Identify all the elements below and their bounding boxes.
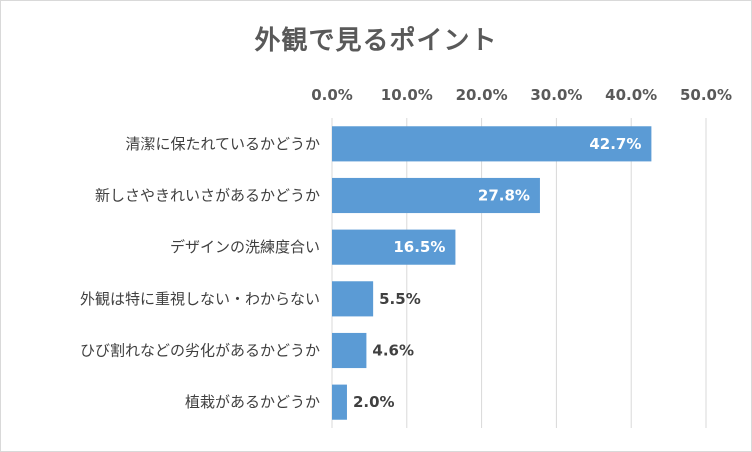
x-tick-label: 0.0% — [311, 86, 353, 104]
category-label: 植栽があるかどうか — [185, 393, 320, 411]
bar — [332, 229, 456, 265]
bar — [332, 177, 540, 214]
bar — [332, 332, 367, 369]
bars — [332, 126, 652, 420]
x-tick-label: 50.0% — [680, 86, 732, 104]
x-tick-label: 30.0% — [530, 86, 582, 104]
bar — [332, 126, 652, 162]
data-label: 5.5% — [379, 290, 421, 308]
category-label: 外観は特に重視しない・わからない — [80, 290, 320, 308]
data-label: 2.0% — [353, 393, 395, 411]
x-tick-label: 40.0% — [605, 86, 657, 104]
chart-title: 外観で見るポイント — [254, 26, 498, 56]
data-label: 42.7% — [589, 135, 641, 153]
x-tick-label: 10.0% — [381, 86, 433, 104]
x-tick-label: 20.0% — [456, 86, 508, 104]
data-label: 27.8% — [478, 187, 530, 205]
category-label: ひび割れなどの劣化があるかどうか — [80, 342, 320, 360]
gridlines — [331, 118, 707, 428]
data-label: 16.5% — [393, 238, 445, 256]
x-axis-tick-labels: 0.0% 10.0% 20.0% 30.0% 40.0% 50.0% — [311, 86, 732, 104]
bar — [332, 384, 347, 420]
data-labels: 42.7% 27.8% 16.5% 5.5% 4.6% 2.0% — [353, 135, 641, 411]
bar — [332, 281, 374, 317]
category-label: 清潔に保たれているかどうか — [125, 135, 320, 153]
data-label: 4.6% — [372, 342, 414, 360]
category-labels: 清潔に保たれているかどうか新しさやきれいさがあるかどうかデザインの洗練度合い外観… — [80, 135, 320, 411]
category-label: 新しさやきれいさがあるかどうか — [95, 187, 320, 205]
category-label: デザインの洗練度合い — [170, 238, 320, 256]
